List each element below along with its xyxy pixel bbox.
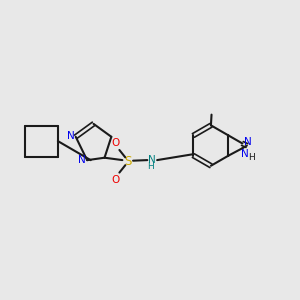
Text: N: N	[148, 155, 156, 165]
Text: S: S	[124, 155, 131, 168]
Text: O: O	[111, 138, 119, 148]
Text: N: N	[78, 155, 86, 165]
Text: N: N	[241, 148, 248, 159]
Text: N: N	[244, 137, 251, 147]
Text: H: H	[248, 153, 255, 162]
Text: O: O	[111, 175, 119, 185]
Text: H: H	[147, 162, 154, 171]
Text: N: N	[68, 131, 75, 141]
